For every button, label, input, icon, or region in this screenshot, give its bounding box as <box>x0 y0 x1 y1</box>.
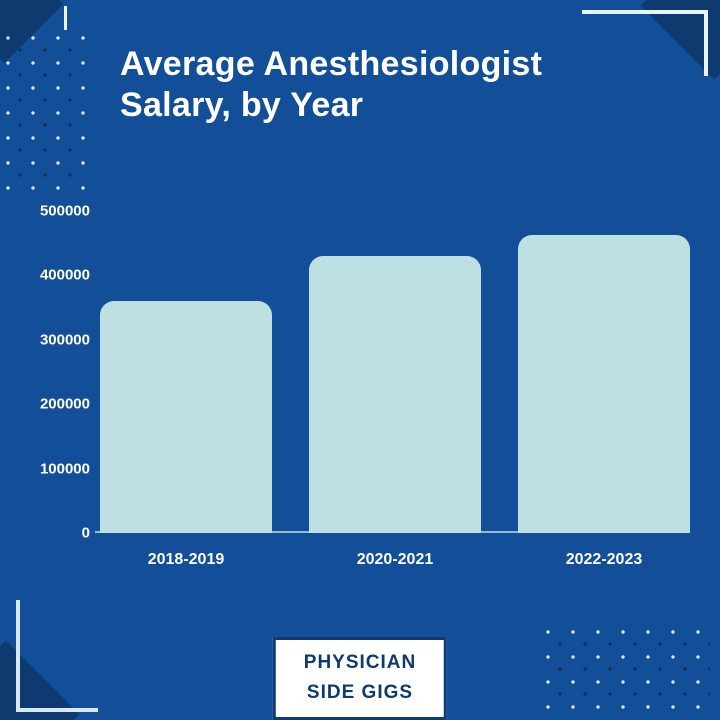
bars: 2018-2019 2020-2021 2022-2023 <box>100 211 690 568</box>
chart-title-line2: Salary, by Year <box>120 86 364 125</box>
y-tick-label: 500000 <box>39 202 90 220</box>
y-tick-label: 300000 <box>39 331 90 349</box>
bar-column: 2022-2023 <box>518 211 690 568</box>
y-axis: 0 100000 200000 300000 400000 500000 <box>18 203 90 542</box>
dot-grid-top-left <box>6 36 88 196</box>
bracket-bottom-left-horizontal <box>16 708 98 712</box>
bracket-top-right-vertical <box>704 10 708 76</box>
x-axis-baseline <box>95 531 690 533</box>
y-tick-label: 0 <box>81 524 90 542</box>
y-tick-label: 100000 <box>39 460 90 478</box>
bar <box>518 234 690 533</box>
accent-line-top-left <box>64 6 67 30</box>
x-tick-label: 2018-2019 <box>147 551 225 568</box>
chart-title: Average Anesthesiologist Salary, by Year <box>120 44 660 127</box>
bar <box>309 256 481 533</box>
bar-column: 2020-2021 <box>309 211 481 568</box>
brand-badge-line2: SIDE GIGS <box>306 682 414 704</box>
x-tick-label: 2020-2021 <box>356 551 434 568</box>
brand-badge-line1: PHYSICIAN <box>303 652 417 673</box>
x-tick-label: 2022-2023 <box>565 551 643 568</box>
bracket-bottom-left-vertical <box>16 600 20 712</box>
bar <box>100 301 272 533</box>
chart-title-line1: Average Anesthesiologist <box>120 45 543 83</box>
bracket-top-right-horizontal <box>582 10 708 14</box>
y-tick-label: 200000 <box>39 395 90 413</box>
brand-badge: PHYSICIAN SIDE GIGS <box>272 637 448 720</box>
y-tick-label: 400000 <box>39 266 90 284</box>
bar-column: 2018-2019 <box>100 211 272 568</box>
dot-grid-bottom-right <box>546 630 710 714</box>
